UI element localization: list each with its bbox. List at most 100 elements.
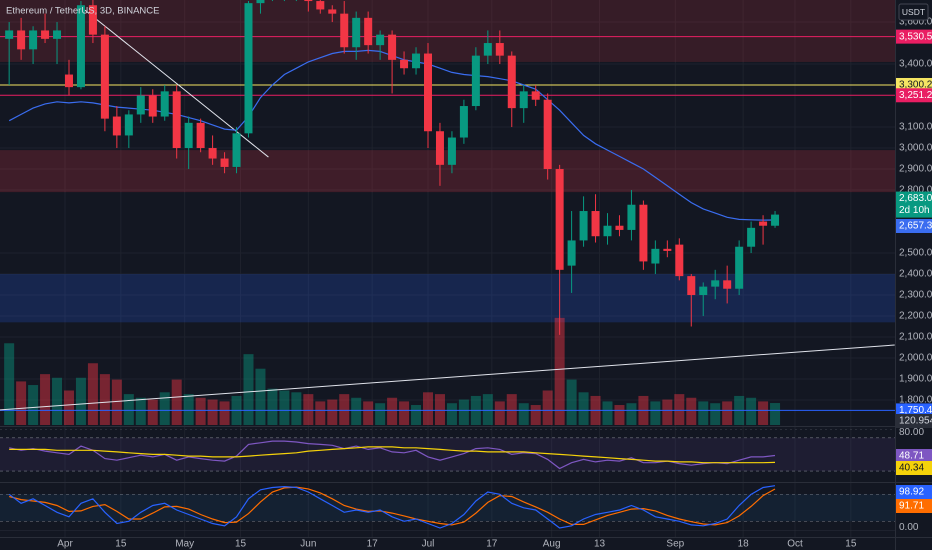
candle-body [651, 248, 660, 264]
candle-body [340, 13, 349, 48]
x-tick-label: 17 [367, 539, 379, 550]
candle-body [5, 30, 14, 39]
volume-bar [375, 403, 386, 425]
level-label: 3,530.55 [899, 31, 932, 42]
candle-body [208, 148, 217, 159]
y-tick-label: 3,600.00 [899, 17, 932, 28]
candle-body [483, 43, 492, 56]
candle-body [220, 158, 229, 167]
candle-body [376, 34, 385, 46]
axes: 3,600.00 3,400.00 3,100.00 3,000.00 2,900.00… [57, 17, 932, 550]
candle-body [388, 34, 397, 60]
volume-bar [566, 379, 577, 425]
x-tick-label: 18 [738, 539, 750, 550]
price-pane [0, 0, 895, 425]
candle-body [256, 0, 265, 4]
volume-bar [111, 379, 122, 425]
x-tick-label: 15 [235, 539, 247, 550]
candle-body [41, 30, 50, 39]
candle-body [723, 280, 732, 289]
candle-body [412, 53, 421, 69]
candle-body [160, 91, 169, 117]
volume-bar [28, 385, 39, 425]
y-tick-label: 2,000.00 [899, 353, 932, 364]
candle-body [639, 204, 648, 262]
candle-body [687, 276, 696, 296]
candle-body [352, 17, 361, 48]
y-tick-label: 2,400.00 [899, 269, 932, 280]
volume-bar [303, 394, 314, 425]
level-label-bg [896, 88, 932, 103]
trend-line [84, 9, 269, 158]
volume-bar [207, 399, 218, 425]
candle-body [423, 53, 432, 132]
x-tick-label: 13 [594, 539, 606, 550]
zone [0, 0, 895, 62]
candle-body [316, 1, 325, 10]
volume-bar [171, 379, 182, 425]
rsi-tick-label: 80.00 [899, 427, 924, 438]
volume-bar [52, 377, 63, 425]
stoch-pane [0, 485, 895, 531]
volume-label: 120.954K [899, 416, 932, 427]
volume-bar [482, 394, 493, 425]
volume-bar [4, 343, 15, 425]
candle-body [543, 99, 552, 170]
volume-bar [758, 401, 769, 425]
volume-bar [387, 397, 398, 425]
candle-body [759, 221, 768, 226]
candle-body [100, 34, 109, 119]
volume-bar [770, 403, 781, 425]
volume-bar [411, 405, 422, 425]
volume-bar [147, 399, 158, 425]
candle-body [435, 131, 444, 165]
x-tick-label: Jul [422, 539, 435, 550]
x-tick-label: Jun [300, 539, 316, 550]
currency-button[interactable] [898, 3, 929, 21]
candle-body [603, 225, 612, 237]
volume-bar [351, 397, 362, 425]
y-tick-label: 2,100.00 [899, 332, 932, 343]
volume-bar [446, 403, 457, 425]
volume-bar [698, 401, 709, 425]
currency-label: USDT [902, 7, 925, 17]
candle-body [507, 55, 516, 109]
y-tick-label: 3,000.00 [899, 143, 932, 154]
level-label: 1,750.49 [899, 405, 932, 416]
candle-body [53, 30, 62, 39]
y-tick-label: 2,200.00 [899, 311, 932, 322]
candle-body [447, 137, 456, 165]
x-tick-label: 17 [486, 539, 498, 550]
zone [0, 150, 895, 193]
candle-body [136, 95, 145, 115]
volume-bar [255, 368, 266, 425]
stoch-d-line [9, 486, 776, 526]
stoch-k-label-bg [896, 485, 932, 499]
countdown-label: 2d 10h [899, 205, 930, 216]
candle-body [184, 122, 193, 149]
candle-body [148, 95, 157, 117]
candle-body [495, 43, 504, 56]
y-tick-label: 2,300.00 [899, 290, 932, 301]
volume-bar [626, 403, 637, 425]
level-label-bg [896, 29, 932, 44]
volume-bar [506, 394, 517, 425]
stoch-k-label: 98.92 [899, 487, 924, 498]
last-price-label: 2,683.00 [899, 193, 932, 204]
candle-body [172, 91, 181, 149]
volume-bar [458, 399, 469, 425]
candle-body [232, 133, 241, 167]
volume-bar [554, 317, 565, 425]
volume-bar [40, 374, 51, 425]
volume-bar [123, 394, 134, 425]
last-price-label-bg [896, 191, 932, 206]
countdown-label-bg [896, 203, 932, 218]
candle-body [591, 211, 600, 237]
volume-bar [75, 377, 86, 425]
volume-bar [578, 392, 589, 425]
candle-body [304, 0, 313, 2]
volume-bar [722, 401, 733, 425]
candle-body [328, 9, 337, 14]
y-tick-label: 1,900.00 [899, 374, 932, 385]
